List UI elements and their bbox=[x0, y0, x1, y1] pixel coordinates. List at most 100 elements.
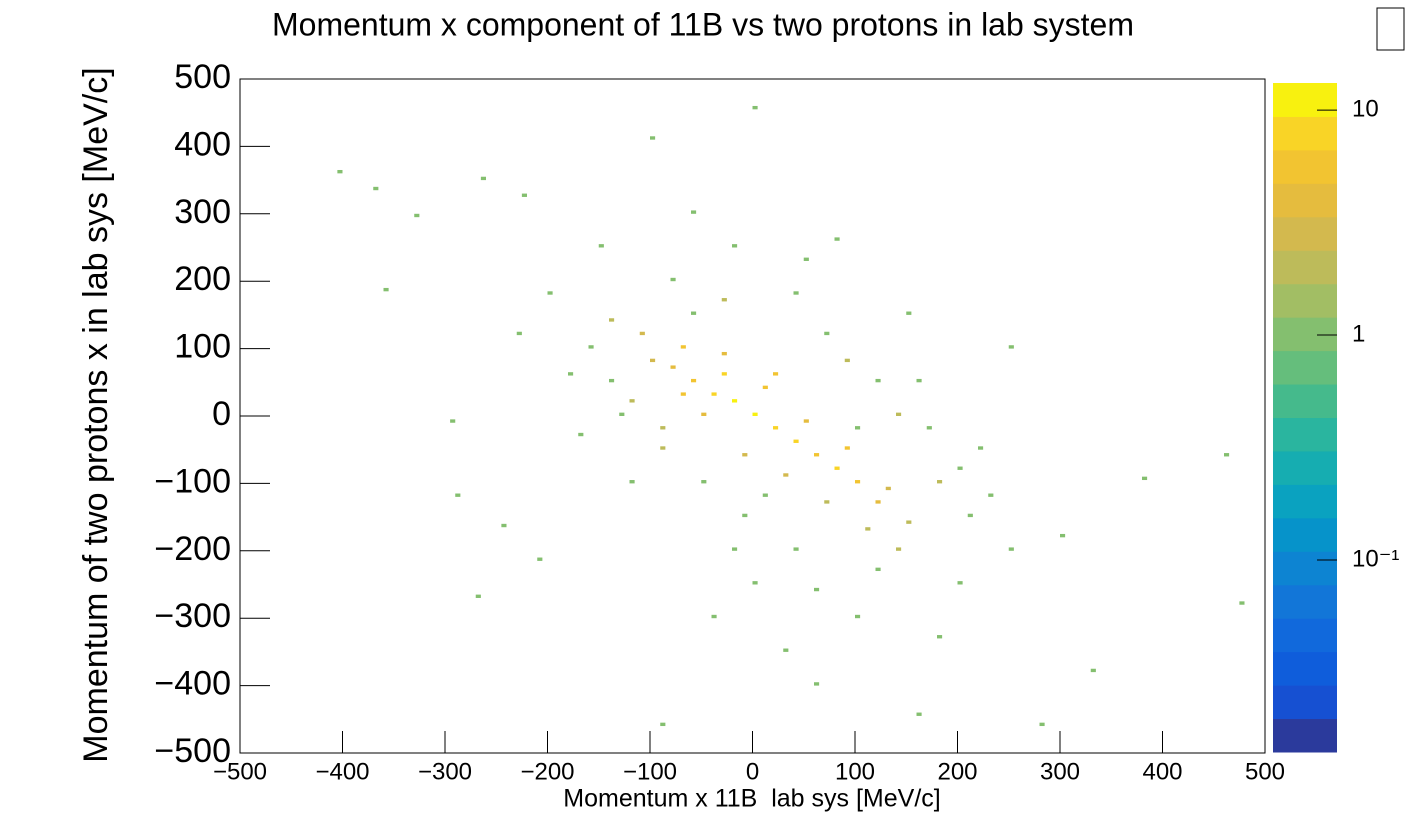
bin-cell bbox=[373, 186, 379, 191]
bin-cell bbox=[875, 378, 881, 383]
bin-cell bbox=[793, 439, 799, 443]
bin-cell bbox=[711, 392, 717, 396]
bin-cell bbox=[701, 480, 707, 484]
colorbar-band bbox=[1273, 685, 1337, 720]
bin-cell bbox=[793, 547, 799, 551]
x-tick-label: 100 bbox=[835, 758, 875, 785]
bin-cell bbox=[1039, 722, 1045, 727]
bin-cell bbox=[1008, 547, 1014, 551]
bin-cell bbox=[885, 486, 891, 491]
bin-cell bbox=[814, 587, 820, 592]
colorbar-band bbox=[1273, 350, 1337, 385]
x-tick-label: 500 bbox=[1245, 758, 1285, 785]
bin-cell bbox=[926, 426, 932, 430]
colorbar-band bbox=[1273, 718, 1337, 753]
bin-cell bbox=[783, 648, 789, 652]
bin-cell bbox=[752, 105, 758, 110]
colorbar-band bbox=[1273, 216, 1337, 251]
bin-cell bbox=[978, 446, 984, 450]
colorbar-band bbox=[1273, 484, 1337, 519]
bin-cell bbox=[957, 581, 963, 585]
bin-cell bbox=[814, 682, 820, 686]
bin-cell bbox=[1060, 533, 1066, 538]
bin-cell bbox=[455, 493, 461, 497]
colorbar-tick-label: 10⁻¹ bbox=[1352, 545, 1399, 572]
colorbar-band bbox=[1273, 618, 1337, 653]
bin-cell bbox=[732, 547, 738, 551]
bin-cell bbox=[865, 527, 871, 531]
colorbar-band bbox=[1273, 651, 1337, 686]
bin-cell bbox=[855, 480, 861, 484]
colorbar-band bbox=[1273, 83, 1337, 117]
y-tick-label: −400 bbox=[154, 665, 231, 703]
bin-cell bbox=[752, 412, 758, 416]
bin-cell bbox=[609, 378, 615, 383]
bin-cell bbox=[762, 385, 768, 390]
bin-cell bbox=[834, 466, 840, 470]
chart-title: Momentum x component of 11B vs two proto… bbox=[272, 6, 1134, 42]
bin-cell bbox=[337, 169, 343, 174]
bin-cell bbox=[721, 372, 727, 376]
x-tick-label: −100 bbox=[623, 758, 677, 785]
bin-cell bbox=[650, 136, 656, 140]
bin-cell bbox=[691, 378, 697, 383]
x-tick-label: −200 bbox=[520, 758, 574, 785]
bin-cell bbox=[803, 419, 809, 423]
bin-cell bbox=[824, 500, 830, 504]
bin-cell bbox=[660, 446, 666, 450]
colorbar-band bbox=[1273, 450, 1337, 485]
y-tick-label: −200 bbox=[154, 530, 231, 568]
colorbar-band bbox=[1273, 517, 1337, 552]
bin-cell bbox=[793, 291, 799, 295]
x-tick-label: −400 bbox=[315, 758, 369, 785]
bin-cell bbox=[988, 493, 994, 497]
bin-cell bbox=[1142, 476, 1148, 481]
bin-cell bbox=[701, 412, 707, 416]
bin-cell bbox=[609, 318, 615, 322]
bin-cell bbox=[783, 473, 789, 477]
bin-cell bbox=[844, 446, 850, 450]
bin-cell bbox=[732, 244, 738, 248]
colorbar-band bbox=[1273, 417, 1337, 452]
bin-cell bbox=[680, 392, 686, 396]
bin-cell bbox=[803, 257, 809, 261]
bin-cell bbox=[937, 635, 943, 639]
bin-cell bbox=[1008, 345, 1014, 349]
x-tick-label: −300 bbox=[418, 758, 472, 785]
bin-cell bbox=[450, 419, 456, 423]
x-axis-title: Momentum x 11B lab sys [MeV/c] bbox=[563, 785, 940, 813]
bin-cell bbox=[834, 237, 840, 241]
bin-cell bbox=[906, 520, 912, 524]
y-tick-label: −300 bbox=[154, 597, 231, 635]
bin-cell bbox=[957, 466, 963, 470]
bin-cell bbox=[680, 345, 686, 349]
bin-cell bbox=[721, 351, 727, 356]
bin-cell bbox=[475, 594, 481, 598]
bin-cell bbox=[639, 331, 645, 336]
colorbar-band bbox=[1273, 584, 1337, 619]
y-tick-label: 500 bbox=[174, 58, 231, 96]
bin-cell bbox=[480, 176, 486, 181]
colorbar-band bbox=[1273, 283, 1337, 318]
bin-cell bbox=[691, 311, 697, 315]
bin-cell bbox=[588, 345, 594, 349]
colorbar-band bbox=[1273, 116, 1337, 151]
bin-cell bbox=[855, 614, 861, 619]
bin-cell bbox=[937, 480, 943, 484]
bin-cell bbox=[629, 399, 635, 403]
y-tick-label: −500 bbox=[154, 732, 231, 770]
bin-cell bbox=[721, 298, 727, 302]
bin-cell bbox=[875, 500, 881, 504]
colorbar-band bbox=[1273, 183, 1337, 218]
colorbar-band bbox=[1273, 149, 1337, 184]
bin-cell bbox=[875, 567, 881, 572]
bin-cell bbox=[906, 311, 912, 315]
colorbar-tick-label: 1 bbox=[1352, 320, 1365, 347]
bin-cell bbox=[568, 372, 574, 376]
bin-cell bbox=[762, 493, 768, 497]
bin-cell bbox=[670, 277, 676, 282]
y-tick-label: 200 bbox=[174, 260, 231, 298]
x-tick-label: 300 bbox=[1040, 758, 1080, 785]
bin-cell bbox=[1239, 601, 1245, 605]
